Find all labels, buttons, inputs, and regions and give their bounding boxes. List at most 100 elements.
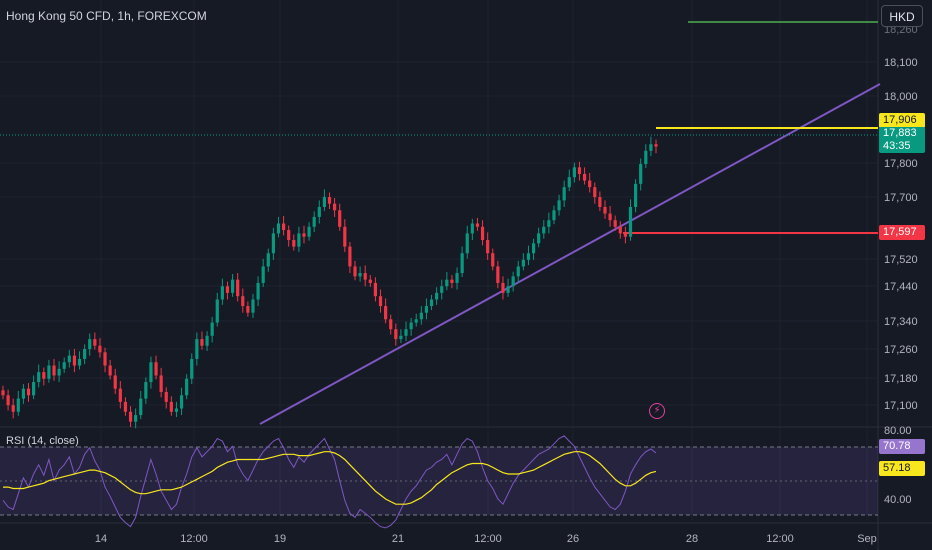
candle [338,203,342,231]
candle-body [174,408,179,412]
bolt-icon[interactable]: ⚡ [649,403,665,419]
candle-body [271,233,275,254]
candle-body [47,365,51,379]
candle-body [236,279,240,297]
candle-body [333,203,337,211]
price-axis[interactable]: 18,100 18,000 17,800 17,700 17,520 17,440 17,3… [884,24,918,412]
candle [230,274,235,297]
candle [246,301,250,317]
candle-body [593,187,597,198]
candle [363,265,367,287]
candle-body [154,362,158,376]
candle [83,344,87,365]
candle [37,364,41,388]
candle [368,275,372,287]
rsi-title[interactable]: RSI (14, close) [6,435,79,447]
time-tick-label: 26 [567,533,579,545]
candle-body [542,226,546,234]
candle [205,331,209,352]
price-tick-label: 18,100 [884,57,918,69]
time-tick-label: 12:00 [474,533,502,545]
candle [179,387,184,416]
candle [225,281,230,300]
candle [348,241,352,274]
candle [429,294,434,311]
candle [108,359,112,380]
symbol-title[interactable]: Hong Kong 50 CFD, 1h, FOREXCOM [6,9,207,23]
candle-body [557,200,561,211]
candle-body [424,306,429,313]
candle [271,227,275,260]
rsi-axis[interactable]: 80.00 40.00 [884,425,912,506]
candle-body [537,233,541,244]
candle-body [200,339,204,346]
candle-body [440,286,444,293]
time-tick-label: 12:00 [766,533,794,545]
candle [154,355,158,380]
candle-body [491,253,495,267]
candle-body [57,368,61,376]
candle-body [159,375,163,392]
candle [440,279,444,300]
candle-body [195,339,199,359]
candle-body [118,388,122,402]
candle [169,396,173,416]
candle-body [77,358,82,366]
candle [72,349,77,373]
candle [419,306,423,325]
time-axis[interactable]: 14 12:00 19 21 12:00 26 28 12:00 Sep [95,533,877,545]
candle [261,258,265,287]
candle-body [577,167,582,174]
candle [623,226,627,244]
candle [603,200,607,219]
candle-body [450,279,454,283]
candle-body [72,355,77,366]
candle-body [588,180,592,188]
trendline[interactable] [259,83,881,425]
candle [455,267,459,290]
candle-body [445,279,449,287]
candle-body [281,223,286,231]
rsi-line [2,435,657,529]
candle-body [567,177,571,188]
candle [542,220,546,239]
candle [32,375,36,400]
candles [1,136,658,429]
candle-body [623,233,627,237]
time-tick-label: 19 [274,533,286,545]
candle [526,245,531,266]
candle [593,182,597,204]
candle [389,314,393,335]
candle [134,408,138,429]
candle-body [37,372,41,383]
candle-body [108,365,112,376]
candle [307,222,311,241]
last-price-value: 17,883 [883,127,917,139]
candle [241,288,245,313]
candle-body [414,319,418,323]
level-lines[interactable] [0,21,878,234]
candle-body [496,266,500,283]
candle [404,321,408,342]
candle [266,248,270,272]
candle [215,292,219,327]
candle-body [93,339,97,346]
price-tick-label: 17,520 [884,254,918,266]
candle [516,260,520,283]
candle [185,374,189,400]
candle-body [179,395,184,409]
candle-body [292,240,296,247]
candle-body [435,292,439,300]
candle-body [307,226,311,237]
candle [164,387,168,409]
candle-body [419,312,423,320]
candle [343,219,347,252]
candle [93,332,97,350]
candle-body [139,398,143,416]
candle-body [312,216,316,227]
candle [378,289,383,313]
candle [88,333,92,356]
candle [435,287,439,305]
currency-button[interactable]: HKD [881,5,923,27]
